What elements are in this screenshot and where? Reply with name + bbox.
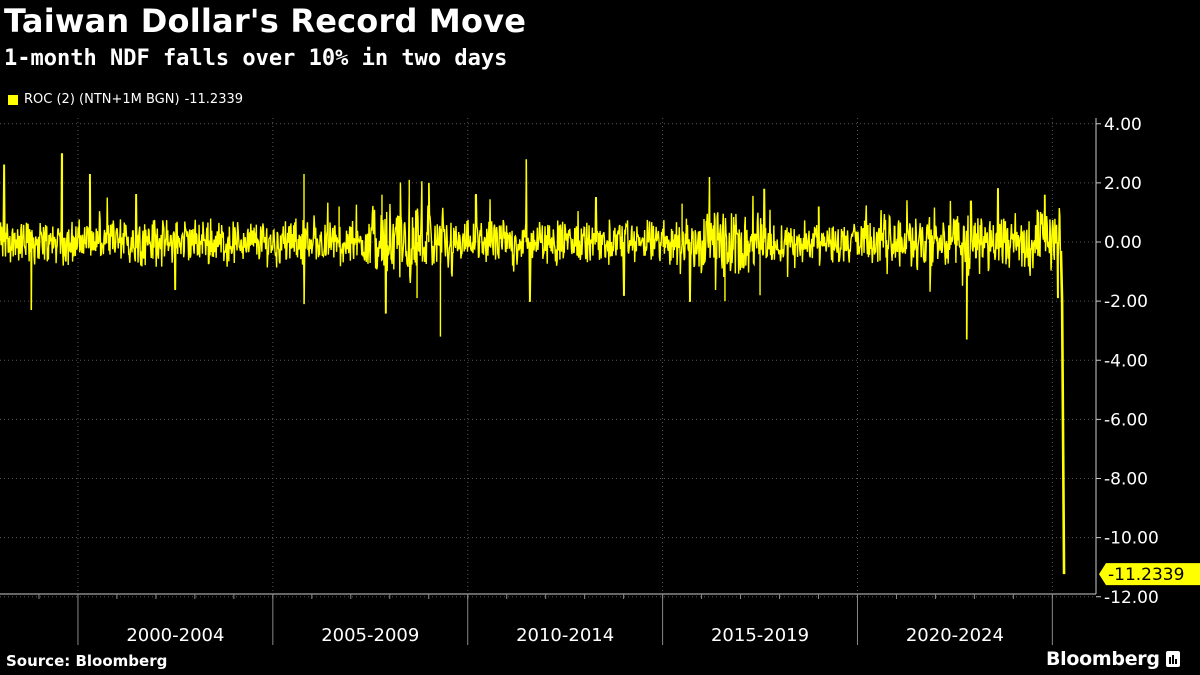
y-tick-label: -2.00 xyxy=(1104,292,1148,312)
legend: ROC (2) (NTN+1M BGN) -11.2339 xyxy=(8,92,243,107)
x-period-label: 2015-2019 xyxy=(711,625,809,646)
brand-logo: Bloomberg xyxy=(1046,648,1180,670)
y-tick-label: 0.00 xyxy=(1104,233,1142,253)
series-line-roc xyxy=(0,153,1062,340)
series-final-plunge xyxy=(1059,250,1066,575)
y-tick-label: 4.00 xyxy=(1104,115,1142,135)
chart-title: Taiwan Dollar's Record Move xyxy=(4,2,527,40)
legend-swatch xyxy=(8,94,18,105)
last-value-tag xyxy=(1099,563,1200,586)
y-tick-label: -6.00 xyxy=(1104,410,1148,430)
y-tick-label: -4.00 xyxy=(1104,351,1148,371)
chart-subtitle: 1-month NDF falls over 10% in two days xyxy=(4,46,508,71)
legend-series-value: -11.2339 xyxy=(184,92,244,107)
y-tick-label: -12.00 xyxy=(1104,588,1159,608)
source-note: Source: Bloomberg xyxy=(6,652,168,670)
y-tick-label: -10.00 xyxy=(1104,529,1159,549)
x-period-label: 2005-2009 xyxy=(321,625,419,646)
y-tick-label: -8.00 xyxy=(1104,470,1148,490)
last-value-label: -11.2339 xyxy=(1108,565,1184,585)
legend-series-name: ROC (2) (NTN+1M BGN) xyxy=(24,92,180,107)
y-tick-label: 2.00 xyxy=(1104,174,1142,194)
brand-name: Bloomberg xyxy=(1046,648,1160,670)
bloomberg-chart-icon xyxy=(1165,651,1180,667)
x-period-label: 2020-2024 xyxy=(906,625,1004,646)
x-period-label: 2010-2014 xyxy=(516,625,614,646)
x-period-label: 2000-2004 xyxy=(126,625,224,646)
